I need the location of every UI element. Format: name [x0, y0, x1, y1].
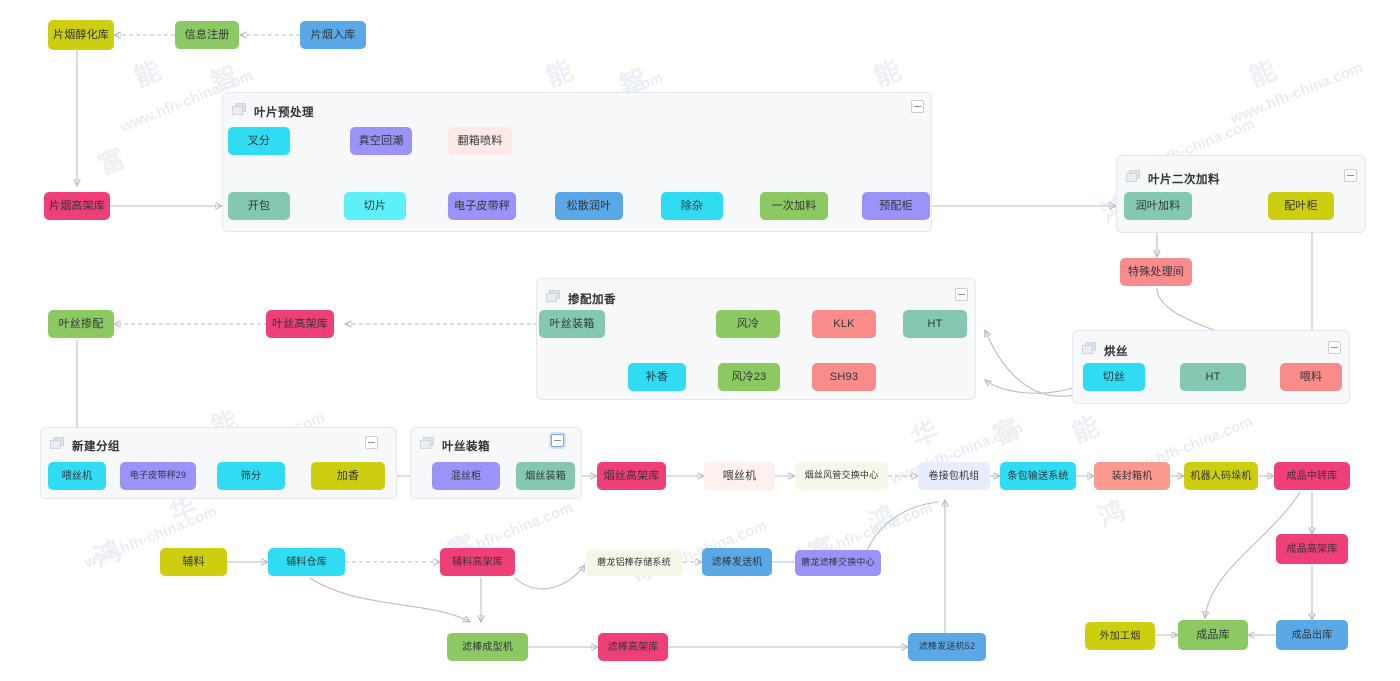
node-box[interactable]: 片烟醇化库: [48, 20, 114, 50]
node-box[interactable]: 翻箱喷料: [448, 127, 512, 155]
watermark: 能: [1244, 54, 1281, 93]
node-box[interactable]: 风冷23: [718, 363, 780, 391]
node-box[interactable]: 润叶加料: [1124, 192, 1192, 220]
node-box[interactable]: 辅料高架库: [440, 548, 515, 576]
node-box[interactable]: 烟丝风管交换中心: [795, 462, 888, 490]
node-box[interactable]: 装封箱机: [1094, 462, 1170, 490]
node-box[interactable]: 卷接包机组: [918, 462, 990, 490]
node-box[interactable]: 叶丝装箱: [539, 310, 605, 338]
group-title: 叶片预处理: [254, 107, 314, 119]
node-box[interactable]: 预配柜: [862, 192, 930, 220]
node-box[interactable]: 补香: [628, 363, 686, 391]
group-icon: [1082, 342, 1097, 355]
node-box[interactable]: 成品出库: [1276, 620, 1348, 650]
watermark: 华: [906, 414, 943, 453]
group-icon: [1126, 170, 1141, 183]
watermark: 能: [541, 54, 578, 93]
group-icon: [50, 437, 65, 450]
node-box[interactable]: 辅料: [160, 548, 227, 576]
collapse-icon[interactable]: [365, 436, 378, 449]
node-box[interactable]: 筛分: [217, 462, 285, 490]
group-title: 掺配加香: [568, 294, 616, 306]
watermark: 富: [93, 142, 130, 181]
node-box[interactable]: 开包: [228, 192, 290, 220]
node-box[interactable]: 切片: [344, 192, 406, 220]
collapse-icon[interactable]: [551, 434, 564, 447]
node-box[interactable]: 蘑龙铝棒存储系统: [585, 550, 683, 576]
collapse-icon[interactable]: [911, 100, 924, 113]
node-box[interactable]: 叶丝掺配: [48, 310, 114, 338]
collapse-icon[interactable]: [1328, 341, 1341, 354]
node-box[interactable]: 烟丝装箱: [516, 462, 575, 490]
group-title: 叶片二次加料: [1148, 174, 1220, 186]
collapse-icon[interactable]: [1344, 169, 1357, 182]
node-box[interactable]: 真空回潮: [350, 127, 412, 155]
node-box[interactable]: 特殊处理间: [1120, 258, 1192, 286]
node-box[interactable]: 风冷: [716, 310, 780, 338]
node-box[interactable]: KLK: [812, 310, 876, 338]
watermark: 能: [129, 54, 166, 93]
node-box[interactable]: 外加工烟: [1085, 622, 1155, 650]
group-icon: [546, 290, 561, 303]
watermark: 鸿: [89, 534, 126, 573]
node-box[interactable]: 切丝: [1083, 363, 1145, 391]
node-box[interactable]: 一次加料: [760, 192, 828, 220]
node-box[interactable]: 机器人码垛机: [1184, 462, 1258, 490]
node-box[interactable]: 成品中转库: [1274, 462, 1350, 490]
node-box[interactable]: 喂料: [1280, 363, 1342, 391]
node-box[interactable]: 条包输送系统: [1000, 462, 1076, 490]
group-title: 叶丝装箱: [442, 441, 490, 453]
group-icon: [232, 103, 247, 116]
node-box[interactable]: 片烟高架库: [44, 192, 110, 220]
node-box[interactable]: 松散润叶: [555, 192, 623, 220]
node-box[interactable]: 片烟入库: [300, 21, 366, 49]
node-box[interactable]: 成品高架库: [1276, 534, 1348, 564]
collapse-icon[interactable]: [955, 288, 968, 301]
node-box[interactable]: HT: [903, 310, 967, 338]
watermark: www.hfh-china.com: [1228, 59, 1366, 128]
watermark: 鸿: [1093, 494, 1130, 533]
node-box[interactable]: 辅料仓库: [268, 548, 345, 576]
node-box[interactable]: 成品库: [1178, 620, 1248, 650]
node-box[interactable]: 配叶柜: [1268, 192, 1334, 220]
node-box[interactable]: HT: [1180, 363, 1246, 391]
watermark: 能: [1067, 410, 1104, 449]
node-box[interactable]: 喂丝机: [704, 462, 775, 490]
group-title: 新建分组: [72, 441, 120, 453]
group-title: 烘丝: [1104, 346, 1128, 358]
group-icon: [420, 437, 435, 450]
watermark: 能: [869, 54, 906, 93]
node-box[interactable]: 滤棒高架库: [598, 633, 668, 661]
node-box[interactable]: 信息注册: [175, 21, 239, 49]
node-box[interactable]: 叉分: [228, 127, 290, 155]
node-box[interactable]: 叶丝高架库: [266, 310, 334, 338]
node-box[interactable]: 烟丝高架库: [597, 462, 666, 490]
node-box[interactable]: 滤棒成型机: [447, 633, 528, 661]
node-box[interactable]: 喂丝机: [48, 462, 106, 490]
node-box[interactable]: 滤棒发送机: [702, 548, 772, 576]
node-box[interactable]: SH93: [812, 363, 876, 391]
node-box[interactable]: 蘑龙滤棒交换中心: [795, 550, 881, 576]
node-box[interactable]: 加香: [311, 462, 385, 490]
watermark: 富: [988, 412, 1025, 451]
node-box[interactable]: 电子皮带秤29: [120, 462, 196, 490]
watermark: 鸿: [863, 499, 900, 538]
node-box[interactable]: 滤棒发送机52: [908, 633, 986, 661]
node-box[interactable]: 电子皮带秤: [448, 192, 516, 220]
node-box[interactable]: 除杂: [661, 192, 723, 220]
node-box[interactable]: 混丝柜: [432, 462, 500, 490]
